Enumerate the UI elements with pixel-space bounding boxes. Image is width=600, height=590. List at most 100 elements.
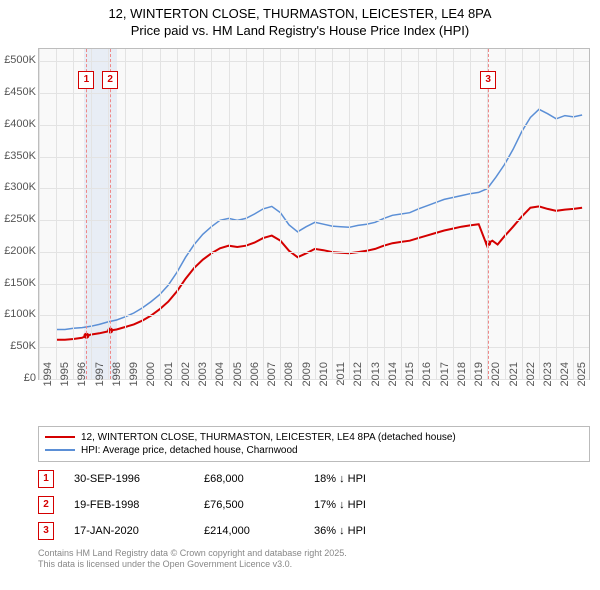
x-tick-label: 1997	[94, 362, 106, 402]
gridline-v	[556, 49, 557, 379]
y-tick-label: £150K	[0, 277, 36, 289]
chart-title: 12, WINTERTON CLOSE, THURMASTON, LEICEST…	[0, 0, 600, 42]
x-tick-label: 2009	[301, 362, 313, 402]
footer-attribution: Contains HM Land Registry data © Crown c…	[38, 548, 590, 571]
title-line-2: Price paid vs. HM Land Registry's House …	[4, 23, 596, 40]
x-tick-label: 2014	[387, 362, 399, 402]
x-tick-label: 2022	[525, 362, 537, 402]
x-tick-label: 2019	[473, 362, 485, 402]
legend-label: 12, WINTERTON CLOSE, THURMASTON, LEICEST…	[81, 432, 456, 443]
x-tick-label: 2005	[232, 362, 244, 402]
sale-price: £68,000	[204, 473, 294, 485]
y-tick-label: £100K	[0, 308, 36, 320]
sale-price: £76,500	[204, 499, 294, 511]
gridline-v	[91, 49, 92, 379]
sales-row: 1 30-SEP-1996 £68,000 18% ↓ HPI	[38, 466, 590, 492]
x-tick-label: 1995	[59, 362, 71, 402]
x-tick-label: 2020	[490, 362, 502, 402]
sale-price: £214,000	[204, 525, 294, 537]
gridline-v	[349, 49, 350, 379]
sale-delta: 17% ↓ HPI	[314, 499, 404, 511]
sale-marker: 2	[102, 71, 118, 89]
gridline-v	[418, 49, 419, 379]
gridline-v	[263, 49, 264, 379]
sale-date: 30-SEP-1996	[74, 473, 184, 485]
gridline-v	[384, 49, 385, 379]
x-tick-label: 2011	[335, 362, 347, 402]
x-tick-label: 2021	[508, 362, 520, 402]
gridline-v	[108, 49, 109, 379]
gridline-v	[401, 49, 402, 379]
sale-delta: 36% ↓ HPI	[314, 525, 404, 537]
gridline-v	[367, 49, 368, 379]
x-tick-label: 2004	[214, 362, 226, 402]
marker-vline	[110, 49, 111, 379]
legend-label: HPI: Average price, detached house, Char…	[81, 445, 298, 456]
sale-marker: 1	[78, 71, 94, 89]
gridline-v	[229, 49, 230, 379]
sales-row: 2 19-FEB-1998 £76,500 17% ↓ HPI	[38, 492, 590, 518]
gridline-v	[73, 49, 74, 379]
gridline-v	[315, 49, 316, 379]
footer-line-1: Contains HM Land Registry data © Crown c…	[38, 548, 590, 560]
y-tick-label: £250K	[0, 213, 36, 225]
sale-index-box: 3	[38, 522, 54, 540]
y-tick-label: £300K	[0, 181, 36, 193]
x-tick-label: 2007	[266, 362, 278, 402]
x-tick-label: 1999	[128, 362, 140, 402]
legend-swatch	[45, 449, 75, 451]
y-tick-label: £450K	[0, 86, 36, 98]
legend: 12, WINTERTON CLOSE, THURMASTON, LEICEST…	[38, 426, 590, 462]
gridline-v	[539, 49, 540, 379]
gridline-v	[39, 49, 40, 379]
y-tick-label: £500K	[0, 54, 36, 66]
sale-index-box: 2	[38, 496, 54, 514]
x-tick-label: 2012	[352, 362, 364, 402]
gridline-v	[142, 49, 143, 379]
x-tick-label: 1996	[76, 362, 88, 402]
x-tick-label: 2002	[180, 362, 192, 402]
x-tick-label: 2023	[542, 362, 554, 402]
footer-line-2: This data is licensed under the Open Gov…	[38, 559, 590, 571]
x-tick-label: 2013	[370, 362, 382, 402]
chart-container: 12, WINTERTON CLOSE, THURMASTON, LEICEST…	[0, 0, 600, 571]
gridline-v	[505, 49, 506, 379]
sale-date: 17-JAN-2020	[74, 525, 184, 537]
gridline-v	[160, 49, 161, 379]
y-tick-label: £200K	[0, 245, 36, 257]
gridline-v	[246, 49, 247, 379]
x-tick-label: 1998	[111, 362, 123, 402]
x-tick-label: 2025	[576, 362, 588, 402]
sale-date: 19-FEB-1998	[74, 499, 184, 511]
gridline-v	[453, 49, 454, 379]
y-tick-label: £50K	[0, 340, 36, 352]
x-tick-label: 2018	[456, 362, 468, 402]
sale-index-box: 1	[38, 470, 54, 488]
sale-delta: 18% ↓ HPI	[314, 473, 404, 485]
sales-table: 1 30-SEP-1996 £68,000 18% ↓ HPI 2 19-FEB-1998…	[38, 466, 590, 544]
y-tick-label: £400K	[0, 118, 36, 130]
plot-wrap: 123 £0 £50K £100K £150K £200K £250K £300K £350K…	[0, 42, 600, 422]
plot-area: 123	[38, 48, 590, 380]
x-tick-label: 2003	[197, 362, 209, 402]
gridline-v	[298, 49, 299, 379]
y-tick-label: £0	[0, 372, 36, 384]
x-tick-label: 2015	[404, 362, 416, 402]
x-tick-label: 1994	[42, 362, 54, 402]
x-tick-label: 2001	[163, 362, 175, 402]
marker-vline	[488, 49, 489, 379]
x-tick-label: 2017	[439, 362, 451, 402]
legend-swatch	[45, 436, 75, 438]
gridline-v	[573, 49, 574, 379]
gridline-v	[470, 49, 471, 379]
gridline-v	[56, 49, 57, 379]
gridline-v	[125, 49, 126, 379]
gridline-v	[280, 49, 281, 379]
legend-row: HPI: Average price, detached house, Char…	[45, 444, 583, 457]
gridline-v	[436, 49, 437, 379]
x-tick-label: 2006	[249, 362, 261, 402]
title-line-1: 12, WINTERTON CLOSE, THURMASTON, LEICEST…	[4, 6, 596, 23]
x-tick-label: 2008	[283, 362, 295, 402]
gridline-v	[211, 49, 212, 379]
y-tick-label: £350K	[0, 150, 36, 162]
